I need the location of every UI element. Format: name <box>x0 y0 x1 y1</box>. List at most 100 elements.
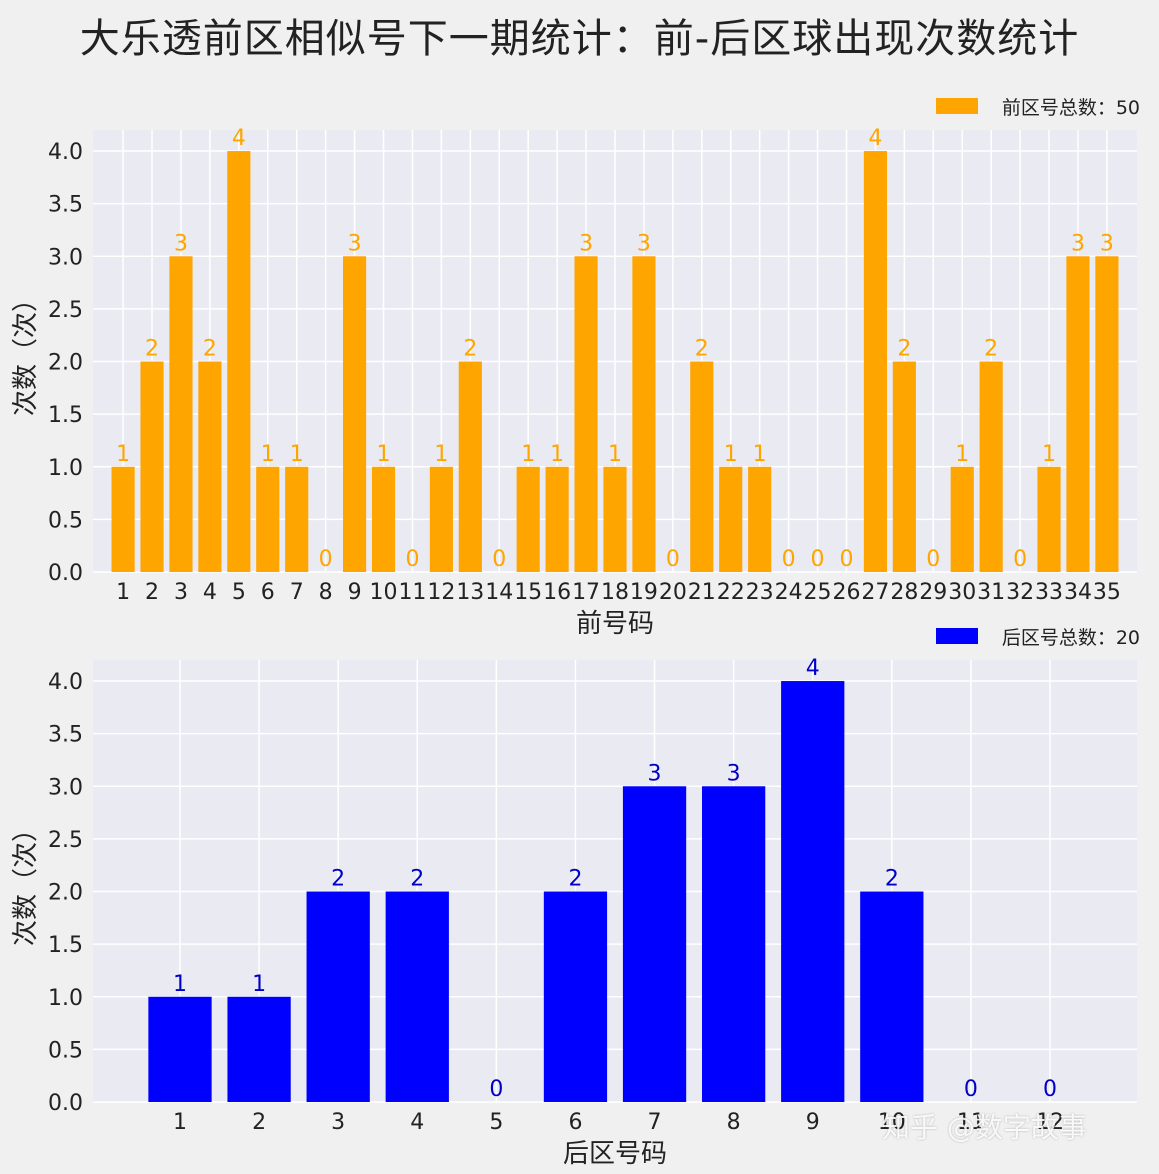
back-legend-label: 后区号总数：20 <box>1002 627 1140 649</box>
front-bar <box>256 466 280 572</box>
front-bar-value-label: 3 <box>637 231 651 256</box>
front-ytick-label: 1.5 <box>48 403 83 428</box>
back-bar-value-label: 0 <box>964 1077 978 1102</box>
front-bar-value-label: 3 <box>579 231 593 256</box>
front-bar-value-label: 2 <box>695 337 709 362</box>
front-xtick-label: 24 <box>775 580 803 605</box>
front-ytick-label: 2.5 <box>48 298 83 323</box>
front-bar-value-label: 2 <box>145 337 159 362</box>
front-xtick-label: 32 <box>1006 580 1034 605</box>
front-ytick-label: 0.0 <box>48 561 83 586</box>
front-bar <box>227 151 251 573</box>
front-xtick-label: 33 <box>1035 580 1063 605</box>
back-bar <box>781 681 845 1102</box>
front-legend-label: 前区号总数：50 <box>1002 97 1140 119</box>
front-bar <box>719 466 743 572</box>
back-bar-value-label: 3 <box>727 761 741 786</box>
front-xtick-label: 6 <box>261 580 275 605</box>
front-bar-value-label: 0 <box>811 547 825 572</box>
back-xtick-label: 12 <box>1036 1110 1064 1135</box>
front-xtick-label: 34 <box>1064 580 1092 605</box>
front-bar-value-label: 1 <box>434 442 448 467</box>
back-ytick-label: 0.0 <box>48 1091 83 1116</box>
front-xtick-label: 21 <box>688 580 716 605</box>
front-bar <box>979 361 1003 572</box>
front-bar-value-label: 1 <box>550 442 564 467</box>
front-xtick-label: 4 <box>203 580 217 605</box>
back-bar-value-label: 2 <box>885 867 899 892</box>
front-xtick-label: 7 <box>290 580 304 605</box>
back-xtick-label: 5 <box>489 1110 503 1135</box>
front-bar <box>169 256 193 572</box>
front-xtick-label: 31 <box>977 580 1005 605</box>
front-bar <box>371 466 396 572</box>
front-xtick-label: 12 <box>427 580 455 605</box>
front-xtick-label: 5 <box>232 580 246 605</box>
front-xtick-label: 27 <box>861 580 889 605</box>
back-ytick-label: 0.5 <box>48 1038 83 1063</box>
front-bar-value-label: 0 <box>666 547 680 572</box>
front-xtick-label: 1 <box>116 580 130 605</box>
watermark: 知乎 @数字故事 <box>882 1111 1087 1144</box>
front-bar <box>545 466 569 572</box>
front-xtick-label: 15 <box>514 580 542 605</box>
front-xtick-label: 2 <box>145 580 159 605</box>
front-xtick-label: 14 <box>485 580 513 605</box>
back-bar-value-label: 1 <box>252 972 266 997</box>
front-bar <box>892 361 916 572</box>
back-xtick-label: 6 <box>568 1110 582 1135</box>
front-xtick-label: 35 <box>1093 580 1121 605</box>
back-xtick-label: 10 <box>878 1110 906 1135</box>
back-ytick-label: 4.0 <box>48 670 83 695</box>
back-bar <box>148 996 212 1102</box>
back-bar <box>702 786 766 1102</box>
front-bar <box>198 361 222 572</box>
back-bar-value-label: 1 <box>173 972 187 997</box>
front-bar-value-label: 1 <box>1042 442 1056 467</box>
front-bar <box>285 466 309 572</box>
front-legend-swatch <box>936 98 978 114</box>
front-ytick-label: 4.0 <box>48 140 83 165</box>
front-bar <box>574 256 598 572</box>
back-xtick-label: 7 <box>648 1110 662 1135</box>
back-bar <box>622 786 687 1102</box>
back-xtick-label: 1 <box>173 1110 187 1135</box>
back-ytick-label: 2.5 <box>48 828 83 853</box>
front-bar-value-label: 1 <box>608 442 622 467</box>
front-xtick-label: 11 <box>398 580 426 605</box>
front-ytick-label: 3.5 <box>48 193 83 218</box>
front-ytick-label: 2.0 <box>48 351 83 376</box>
back-bar <box>385 891 449 1102</box>
front-bar-value-label: 0 <box>1013 547 1027 572</box>
front-xtick-label: 25 <box>804 580 832 605</box>
front-bar-value-label: 2 <box>897 337 911 362</box>
front-xtick-label: 26 <box>832 580 860 605</box>
front-xtick-label: 30 <box>948 580 976 605</box>
front-bar-value-label: 4 <box>868 126 882 151</box>
front-xtick-label: 19 <box>630 580 658 605</box>
front-bar-value-label: 1 <box>724 442 738 467</box>
front-bar <box>603 466 627 572</box>
back-bar-value-label: 2 <box>410 867 424 892</box>
front-bar <box>632 256 656 572</box>
front-bar <box>516 466 540 572</box>
front-bar <box>343 256 367 572</box>
back-x-axis-label: 后区号码 <box>563 1139 667 1169</box>
front-bar <box>429 466 453 572</box>
back-xtick-label: 4 <box>410 1110 424 1135</box>
back-bar <box>227 996 291 1102</box>
back-xtick-label: 8 <box>727 1110 741 1135</box>
back-ytick-label: 3.0 <box>48 775 83 800</box>
front-xtick-label: 8 <box>319 580 333 605</box>
back-legend-swatch <box>936 628 978 644</box>
front-bar-value-label: 0 <box>405 547 419 572</box>
front-bar-value-label: 1 <box>955 442 969 467</box>
front-bar <box>1095 256 1119 572</box>
front-bar-value-label: 3 <box>1100 231 1114 256</box>
front-xtick-label: 22 <box>717 580 745 605</box>
front-bar-value-label: 0 <box>319 547 333 572</box>
front-bar-value-label: 0 <box>782 547 796 572</box>
